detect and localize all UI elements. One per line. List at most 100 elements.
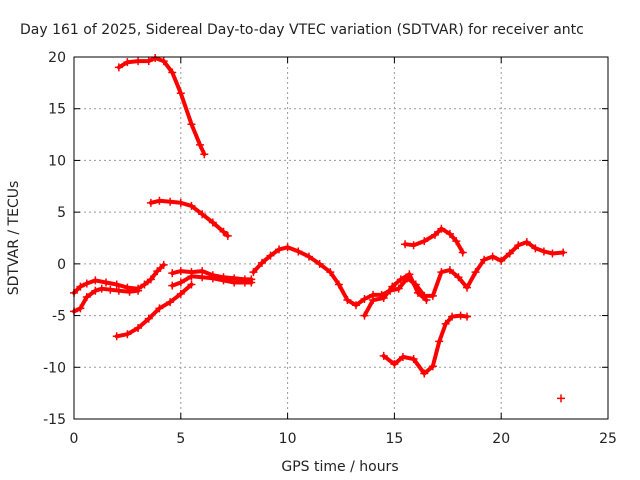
y-tick-label: 0	[57, 257, 66, 273]
data-point	[351, 301, 360, 310]
data-point	[445, 229, 454, 238]
data-point	[420, 369, 429, 378]
data-point	[223, 231, 232, 240]
data-point	[514, 241, 523, 250]
y-tick-label: 20	[48, 50, 66, 66]
data-point	[76, 282, 85, 291]
data-point	[76, 304, 85, 313]
data-point	[398, 352, 407, 361]
series-arc-11	[379, 311, 472, 378]
data-point	[531, 244, 540, 253]
data-point	[388, 282, 397, 291]
data-point	[114, 63, 123, 72]
data-point	[97, 284, 106, 293]
x-axis-label: GPS time / hours	[281, 459, 398, 475]
data-point	[176, 267, 185, 276]
data-point	[505, 249, 514, 258]
data-point	[187, 272, 196, 281]
data-point	[454, 273, 463, 282]
axis-layer: 0 5 10 15 20 25 -15 -10 -5 0 5 10 15 20	[43, 50, 617, 447]
data-point	[219, 276, 228, 285]
data-point	[422, 296, 431, 305]
data-point	[360, 295, 369, 304]
data-point	[91, 286, 100, 295]
data-point	[379, 293, 388, 302]
series-arc-12	[557, 394, 566, 403]
data-point	[394, 284, 403, 293]
data-point	[539, 247, 548, 256]
data-point	[437, 224, 446, 233]
data-point	[326, 268, 335, 277]
data-point	[522, 238, 531, 247]
data-point	[409, 241, 418, 250]
data-point	[123, 330, 132, 339]
data-point	[155, 304, 164, 313]
data-point	[488, 252, 497, 261]
data-point	[463, 283, 472, 292]
data-point	[275, 245, 284, 254]
data-point	[123, 58, 132, 67]
data-point	[257, 258, 266, 267]
data-point	[166, 197, 175, 206]
data-point	[247, 278, 256, 287]
data-point	[168, 281, 177, 290]
data-point	[430, 230, 439, 239]
data-point	[249, 268, 258, 277]
data-point	[456, 311, 465, 320]
data-point	[343, 296, 352, 305]
data-point	[187, 201, 196, 210]
data-point	[396, 275, 405, 284]
y-tick-label: -5	[52, 309, 66, 325]
data-point	[134, 57, 143, 66]
data-point	[441, 319, 450, 328]
data-point	[283, 243, 292, 252]
data-point	[125, 287, 134, 296]
series-arc-5	[112, 280, 196, 341]
data-line	[114, 282, 194, 339]
data-point	[548, 249, 557, 258]
data-point	[102, 278, 111, 287]
data-point	[198, 210, 207, 219]
x-tick-label: 25	[599, 431, 617, 447]
data-point	[448, 312, 457, 321]
data-point	[428, 291, 437, 300]
data-point	[166, 298, 175, 307]
data-point	[168, 269, 177, 278]
data-point	[176, 198, 185, 207]
data-point	[471, 268, 480, 277]
data-point	[146, 275, 155, 284]
data-point	[445, 266, 454, 275]
data-point	[315, 259, 324, 268]
data-point	[557, 394, 566, 403]
x-tick-label: 20	[492, 431, 510, 447]
data-point	[294, 247, 303, 256]
data-point	[159, 260, 168, 269]
data-point	[458, 248, 467, 257]
series-arc-2	[146, 196, 232, 240]
series-arc-9	[401, 224, 467, 257]
data-point	[196, 140, 205, 149]
data-point	[559, 248, 568, 257]
series-arc-3	[70, 260, 168, 297]
data-point	[151, 54, 160, 63]
data-point	[435, 337, 444, 346]
data-point	[176, 278, 185, 287]
data-layer	[70, 54, 568, 403]
data-point	[200, 150, 209, 159]
data-point	[463, 312, 472, 321]
data-point	[230, 278, 239, 287]
data-point	[401, 240, 410, 249]
plot-frame	[73, 56, 609, 420]
y-tick-label: 5	[57, 205, 66, 221]
y-tick-label: -15	[43, 412, 66, 428]
x-tick-label: 15	[385, 431, 403, 447]
y-axis-label: SDTVAR / TECUs	[6, 181, 22, 296]
y-tick-label: -10	[43, 360, 66, 376]
data-point	[159, 57, 168, 66]
data-point	[437, 268, 446, 277]
data-point	[452, 237, 461, 246]
data-point	[144, 57, 153, 66]
data-point	[497, 256, 506, 265]
data-point	[334, 280, 343, 289]
